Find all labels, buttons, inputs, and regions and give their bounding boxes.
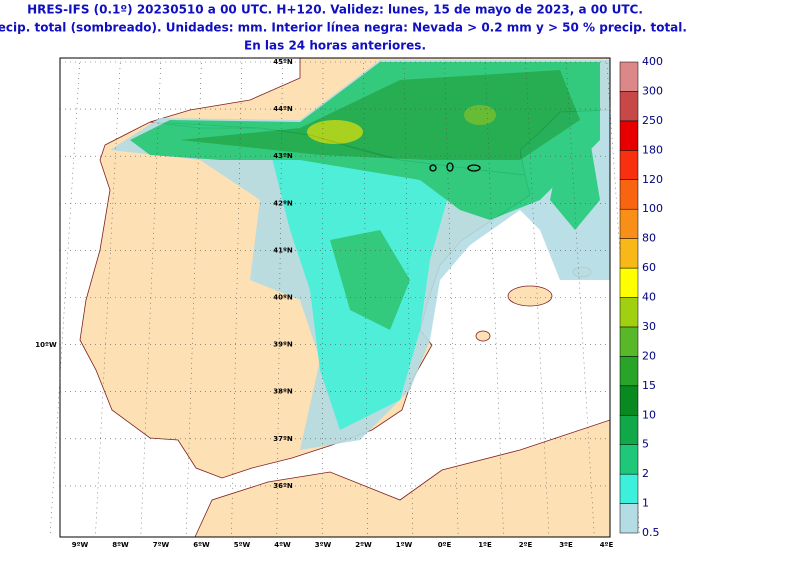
rain-area — [330, 230, 410, 330]
colorbar-swatch — [619, 238, 639, 269]
colorbar-swatch — [619, 150, 639, 180]
colorbar-label: 100 — [642, 202, 663, 215]
colorbar-swatch — [619, 91, 639, 122]
colorbar-label: 250 — [642, 114, 663, 127]
lon-label: 3ºW — [315, 541, 332, 549]
rain-area — [550, 140, 600, 230]
rain-area — [464, 105, 496, 125]
lat-label: 42ºN — [273, 199, 293, 207]
colorbar-label: 80 — [642, 232, 656, 245]
colorbar-label: 10 — [642, 408, 656, 421]
lon-label: 10ºW — [35, 341, 57, 349]
island — [475, 330, 491, 342]
colorbar-swatch — [619, 179, 639, 210]
colorbar-label: 1 — [642, 497, 649, 510]
colorbar-swatch — [619, 267, 639, 298]
colorbar-swatch — [619, 473, 639, 504]
colorbar-label: 15 — [642, 379, 656, 392]
colorbar-swatch — [619, 61, 639, 92]
lon-label: 1ºE — [478, 541, 492, 549]
colorbar-swatch — [619, 326, 639, 357]
rain-area — [307, 120, 363, 144]
colorbar-label: 180 — [642, 143, 663, 156]
lon-label: 6ºW — [193, 541, 210, 549]
lat-label: 45ºN — [273, 58, 293, 66]
colorbar-label: 120 — [642, 173, 663, 186]
lon-label: 2ºW — [355, 541, 372, 549]
lon-label: 7ºW — [153, 541, 170, 549]
lon-label: 0ºE — [438, 541, 452, 549]
colorbar-swatch — [619, 356, 639, 387]
colorbar-label: 300 — [642, 84, 663, 97]
colorbar-label: 60 — [642, 261, 656, 274]
colorbar-swatch — [619, 297, 639, 328]
colorbar-label: 30 — [642, 320, 656, 333]
lat-label: 38ºN — [273, 388, 293, 396]
snow-contour — [429, 162, 481, 172]
colorbar-label: 5 — [642, 438, 649, 451]
title-line: Precip. total (sombreado). Unidades: mm.… — [0, 21, 687, 35]
title-line: HRES-IFS (0.1º) 20230510 a 00 UTC. H+120… — [27, 3, 643, 17]
precipitation — [110, 60, 610, 450]
colorbar-swatch — [619, 208, 639, 239]
graticule — [49, 57, 640, 538]
colorbar-label: 20 — [642, 349, 656, 362]
map-labels: 45ºN 44ºN 43ºN 42ºN 41ºN 40ºN 39ºN 38ºN 37ºN 36ºN… — [72, 58, 614, 549]
colorbar-label: 0.5 — [642, 526, 660, 539]
lon-label: 8ºW — [112, 541, 129, 549]
lat-label: 40ºN — [273, 294, 293, 302]
lat-label: 36ºN — [273, 482, 293, 490]
colorbar-label: 400 — [642, 55, 663, 68]
colorbar-label: 40 — [642, 291, 656, 304]
lat-label: 44ºN — [273, 105, 293, 113]
colorbar-swatch — [619, 503, 639, 534]
colorbar-swatch — [619, 415, 639, 445]
lon-label: 4ºE — [600, 541, 614, 549]
title-line: En las 24 horas anteriores. — [244, 39, 426, 53]
lon-label: 5ºW — [234, 541, 251, 549]
map: 45ºN 44ºN 43ºN 42ºN 41ºN 40ºN 39ºN 38ºN 37ºN 36ºN… — [35, 57, 640, 549]
rain-area — [180, 70, 580, 160]
lon-label: 3ºE — [559, 541, 573, 549]
lat-label: 37ºN — [273, 435, 293, 443]
lat-label: 39ºN — [273, 341, 293, 349]
lat-label: 43ºN — [273, 152, 293, 160]
colorbar-swatch — [619, 444, 639, 475]
island — [507, 285, 553, 307]
colorbar-swatch — [619, 120, 639, 151]
lon-label: 2ºE — [519, 541, 533, 549]
lon-label: 4ºW — [274, 541, 291, 549]
colorbar-label: 2 — [642, 467, 649, 480]
lon-label: 1ºW — [396, 541, 413, 549]
colorbar: 0.5 1 2 5 10 15 20 30 40 60 80 100 120 180 250 300 400 — [619, 55, 663, 539]
lat-label: 41ºN — [273, 246, 293, 254]
lon-label: 9ºW — [72, 541, 89, 549]
colorbar-swatch — [619, 385, 639, 416]
